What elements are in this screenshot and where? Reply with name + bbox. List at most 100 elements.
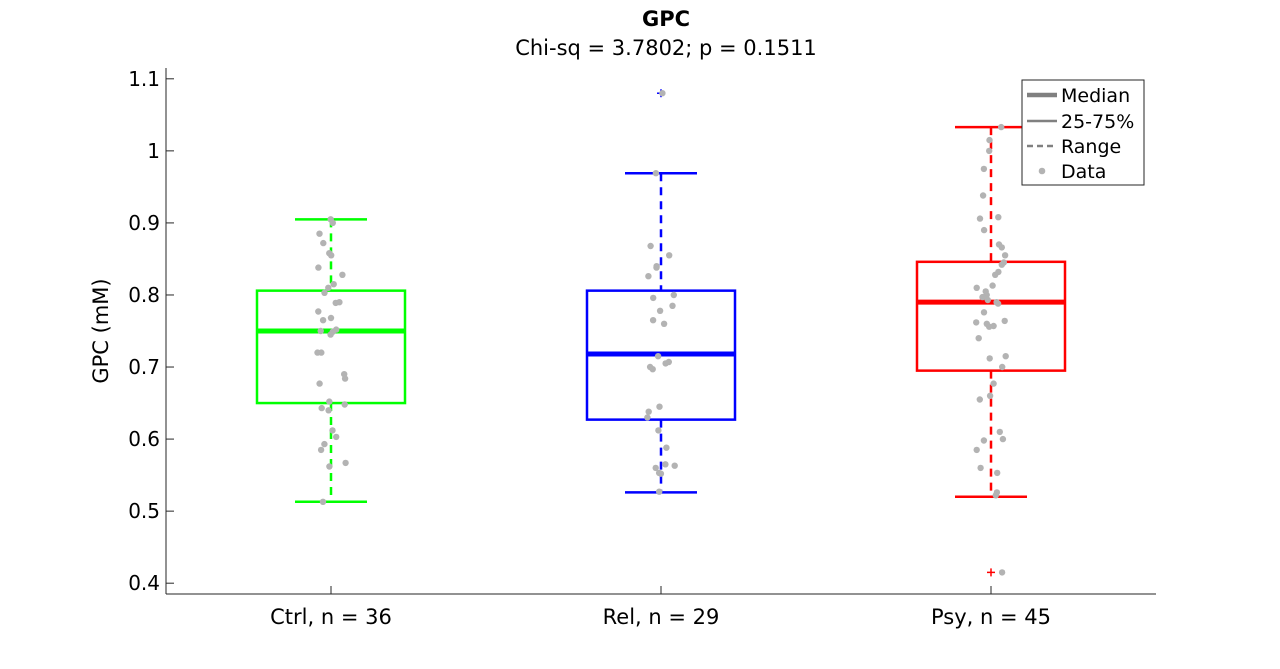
box-group (585, 89, 737, 495)
data-point (655, 427, 662, 434)
data-point (994, 469, 1001, 477)
data-point (327, 331, 334, 338)
data-point (317, 446, 325, 454)
x-tick-label: Ctrl, n = 36 (270, 605, 392, 629)
data-point (321, 289, 328, 296)
box-group (255, 216, 407, 505)
data-point (654, 353, 662, 360)
data-point (996, 428, 1003, 436)
data-point (979, 192, 987, 199)
data-point (316, 380, 323, 387)
data-point (973, 446, 980, 454)
data-point (662, 360, 669, 367)
legend-range-label: Range (1061, 136, 1121, 158)
y-tick-label: 0.6 (128, 427, 160, 451)
legend-median-label: Median (1061, 85, 1130, 107)
data-point (986, 355, 993, 362)
data-point (984, 296, 991, 304)
data-point (326, 398, 333, 405)
data-point (995, 214, 1002, 221)
data-point (999, 435, 1007, 443)
data-point (329, 219, 336, 227)
data-point (986, 323, 993, 330)
data-point (656, 488, 663, 495)
data-point (980, 437, 988, 444)
data-point (318, 404, 325, 412)
data-point (986, 392, 994, 399)
data-point (992, 492, 999, 499)
iqr-box (915, 260, 1067, 372)
data-point (1001, 317, 1008, 325)
y-tick-label: 1 (147, 139, 160, 163)
data-point (992, 271, 999, 278)
data-point (662, 461, 669, 468)
data-point (644, 414, 651, 421)
data-point (973, 319, 980, 326)
data-point (1002, 353, 1009, 360)
legend: Median 25-75% Range Data (1021, 79, 1145, 186)
data-point (656, 307, 664, 314)
data-point (325, 407, 332, 414)
data-point (650, 294, 657, 302)
data-point (975, 335, 982, 342)
data-point (657, 470, 665, 477)
data-point (994, 300, 1002, 307)
data-point (319, 317, 327, 324)
legend-box (1021, 79, 1145, 186)
data-point (660, 320, 668, 327)
data-point (986, 147, 993, 155)
data-point (976, 215, 984, 222)
data-point (999, 363, 1006, 371)
data-point (998, 123, 1005, 131)
data-point (332, 299, 339, 307)
legend-data-label: Data (1061, 161, 1106, 183)
data-point (319, 498, 327, 505)
data-point (315, 264, 322, 271)
y-tick-label: 0.5 (128, 499, 160, 523)
data-point (986, 136, 993, 144)
box-group (915, 123, 1067, 577)
data-point (669, 302, 676, 309)
data-point (333, 433, 340, 441)
x-ticks: Ctrl, n = 36 Rel, n = 29 Psy, n = 45 (270, 586, 1051, 629)
data-point (670, 291, 677, 299)
box-groups (255, 89, 1067, 577)
data-point (652, 170, 660, 177)
data-point (980, 309, 988, 316)
y-tick-label: 0.4 (128, 571, 160, 595)
data-point (341, 375, 349, 382)
data-point (973, 284, 980, 291)
data-point (317, 327, 324, 335)
x-tick-label: Rel, n = 29 (603, 605, 720, 629)
legend-data-swatch (1038, 167, 1046, 175)
data-point (990, 380, 997, 387)
legend-iqr-label: 25-75% (1061, 111, 1134, 133)
y-tick-label: 0.8 (128, 283, 160, 307)
data-point (328, 252, 335, 259)
data-point (980, 226, 988, 234)
data-point (320, 239, 327, 247)
y-tick-label: 0.7 (128, 355, 160, 379)
y-tick-label: 0.9 (128, 211, 160, 235)
data-point (315, 308, 322, 315)
data-point (647, 242, 654, 250)
data-point (666, 252, 673, 259)
data-point (653, 264, 660, 271)
data-point (976, 396, 983, 403)
data-point (321, 440, 328, 448)
plot-area: 0.4 0.5 0.6 0.7 0.8 0.9 1 1.1 Ctrl, n = 36 Rel, … (128, 67, 1156, 629)
data-point (671, 462, 678, 469)
data-point (1001, 252, 1009, 259)
data-point (339, 271, 346, 278)
data-point (314, 349, 321, 356)
data-point (645, 408, 652, 415)
data-point (342, 459, 349, 467)
chart-title: GPC (642, 7, 690, 31)
data-point (979, 293, 986, 301)
data-point (980, 165, 988, 173)
data-point (659, 90, 666, 97)
data-point (998, 569, 1006, 576)
data-point (649, 366, 656, 373)
data-point (998, 261, 1005, 268)
